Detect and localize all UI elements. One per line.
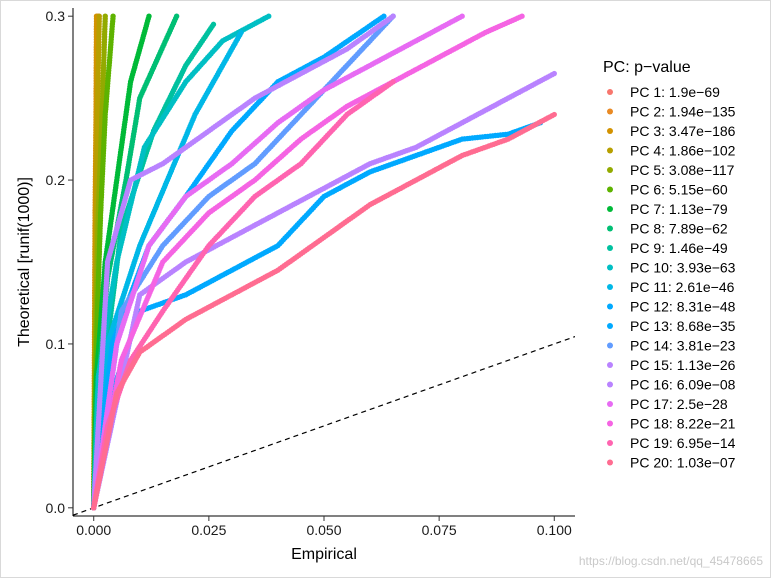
legend-key-dot — [607, 245, 613, 251]
series-19-points — [91, 79, 396, 511]
legend-item: PC 2: 1.94e−135 — [607, 104, 736, 120]
legend-title: PC: p−value — [603, 59, 691, 76]
legend-label: PC 5: 3.08e−117 — [630, 162, 735, 178]
legend-label: PC 16: 6.09e−08 — [630, 377, 736, 393]
legend-key-dot — [607, 89, 613, 95]
legend-key-dot — [607, 362, 613, 368]
legend-item: PC 1: 1.9e−69 — [607, 84, 720, 100]
series-20-points — [91, 111, 557, 511]
x-axis-ticks: 0.000 0.025 0.050 0.075 0.100 — [76, 516, 572, 538]
legend-key-dot — [607, 284, 613, 290]
scatter-points-layer — [91, 13, 557, 511]
data-point — [238, 29, 244, 36]
legend-item: PC 10: 3.93e−63 — [607, 260, 736, 276]
y-tick-label: 0.1 — [46, 336, 66, 352]
y-tick-label: 0.0 — [46, 500, 66, 516]
legend-key-dot — [607, 167, 613, 173]
legend-label: PC 4: 1.86e−102 — [630, 143, 736, 159]
data-point — [102, 13, 108, 19]
legend-label: PC 12: 8.31e−48 — [630, 299, 736, 315]
legend-item: PC 12: 8.31e−48 — [607, 299, 736, 315]
legend-item: PC 4: 1.86e−102 — [607, 143, 736, 159]
legend-key-dot — [607, 186, 613, 193]
series-18-points — [91, 13, 525, 511]
x-tick-label: 0.100 — [537, 522, 572, 538]
legend-label: PC 2: 1.94e−135 — [630, 104, 736, 120]
x-tick-label: 0.000 — [76, 522, 111, 538]
y-tick-label: 0.2 — [46, 172, 66, 188]
legend-item: PC 9: 1.46e−49 — [607, 240, 728, 256]
legend-key-dot — [607, 264, 613, 271]
x-tick-label: 0.025 — [191, 522, 226, 538]
legend-label: PC 18: 8.22e−21 — [630, 416, 736, 432]
watermark-text: https://blog.csdn.net/qq_45478665 — [579, 554, 763, 568]
legend-item: PC 16: 6.09e−08 — [607, 377, 736, 393]
legend-key-dot — [607, 459, 613, 466]
data-point — [146, 13, 152, 19]
legend-key-dot — [607, 420, 613, 427]
series-15-points — [91, 13, 396, 511]
legend-label: PC 13: 8.68e−35 — [630, 318, 736, 334]
legend-key-dot — [607, 323, 613, 329]
legend-label: PC 11: 2.61e−46 — [630, 279, 735, 295]
data-point — [110, 13, 116, 19]
legend-label: PC 14: 3.81e−23 — [630, 338, 736, 354]
legend-label: PC 8: 7.89e−62 — [630, 221, 728, 237]
legend-key-dot — [607, 225, 613, 232]
reference-line-layer — [73, 335, 575, 516]
legend-item: PC 15: 1.13e−26 — [607, 357, 736, 373]
legend-item: PC 19: 6.95e−14 — [607, 435, 736, 451]
data-point — [519, 13, 525, 19]
data-point — [173, 13, 180, 19]
data-point — [551, 70, 557, 77]
legend-label: PC 17: 2.5e−28 — [630, 396, 728, 412]
legend-item: PC 11: 2.61e−46 — [607, 279, 735, 295]
legend-item: PC 3: 3.47e−186 — [607, 123, 736, 139]
data-point — [381, 13, 387, 19]
data-point — [459, 13, 465, 19]
legend-key-dot — [607, 381, 613, 388]
legend-key-dot — [607, 401, 613, 407]
legend-item: PC 13: 8.68e−35 — [607, 318, 736, 334]
legend-item: PC 8: 7.89e−62 — [607, 221, 728, 237]
legend-key-dot — [607, 147, 613, 154]
legend-item: PC 18: 8.22e−21 — [607, 416, 736, 432]
data-point — [390, 79, 396, 85]
data-point — [390, 13, 396, 19]
legend-label: PC 10: 3.93e−63 — [630, 260, 736, 276]
legend-key-dot — [607, 342, 613, 349]
legend-item: PC 17: 2.5e−28 — [607, 396, 728, 412]
legend-item: PC 5: 3.08e−117 — [607, 162, 735, 178]
y-axis-title: Theoretical [runif(1000)] — [16, 177, 33, 347]
reference-line — [73, 335, 575, 516]
legend-label: PC 3: 3.47e−186 — [630, 123, 736, 139]
legend-label: PC 9: 1.46e−49 — [630, 240, 728, 256]
data-point — [96, 13, 102, 19]
legend-label: PC 1: 1.9e−69 — [630, 84, 720, 100]
legend-item: PC 6: 5.15e−60 — [607, 182, 728, 198]
data-point — [210, 21, 217, 28]
x-axis-title: Empirical — [291, 546, 357, 563]
legend-label: PC 6: 5.15e−60 — [630, 182, 728, 198]
x-tick-label: 0.050 — [306, 522, 341, 538]
legend-key-dot — [607, 303, 613, 310]
legend: PC 1: 1.9e−69 PC 2: 1.94e−135 PC 3: 3.47e−… — [607, 84, 736, 471]
legend-key-dot — [607, 108, 613, 115]
y-tick-label: 0.3 — [46, 8, 66, 24]
legend-label: PC 19: 6.95e−14 — [630, 435, 736, 451]
data-point — [266, 13, 272, 19]
legend-key-dot — [607, 440, 613, 446]
legend-label: PC 7: 1.13e−79 — [630, 201, 728, 217]
legend-label: PC 15: 1.13e−26 — [630, 357, 736, 373]
x-tick-label: 0.075 — [422, 522, 457, 538]
legend-key-dot — [607, 128, 613, 134]
data-point — [551, 111, 557, 118]
legend-item: PC 7: 1.13e−79 — [607, 201, 728, 217]
legend-key-dot — [607, 206, 613, 212]
legend-item: PC 20: 1.03e−07 — [607, 455, 736, 471]
y-axis-ticks: 0.0 0.1 0.2 0.3 — [46, 8, 73, 516]
legend-item: PC 14: 3.81e−23 — [607, 338, 736, 354]
legend-label: PC 20: 1.03e−07 — [630, 455, 736, 471]
